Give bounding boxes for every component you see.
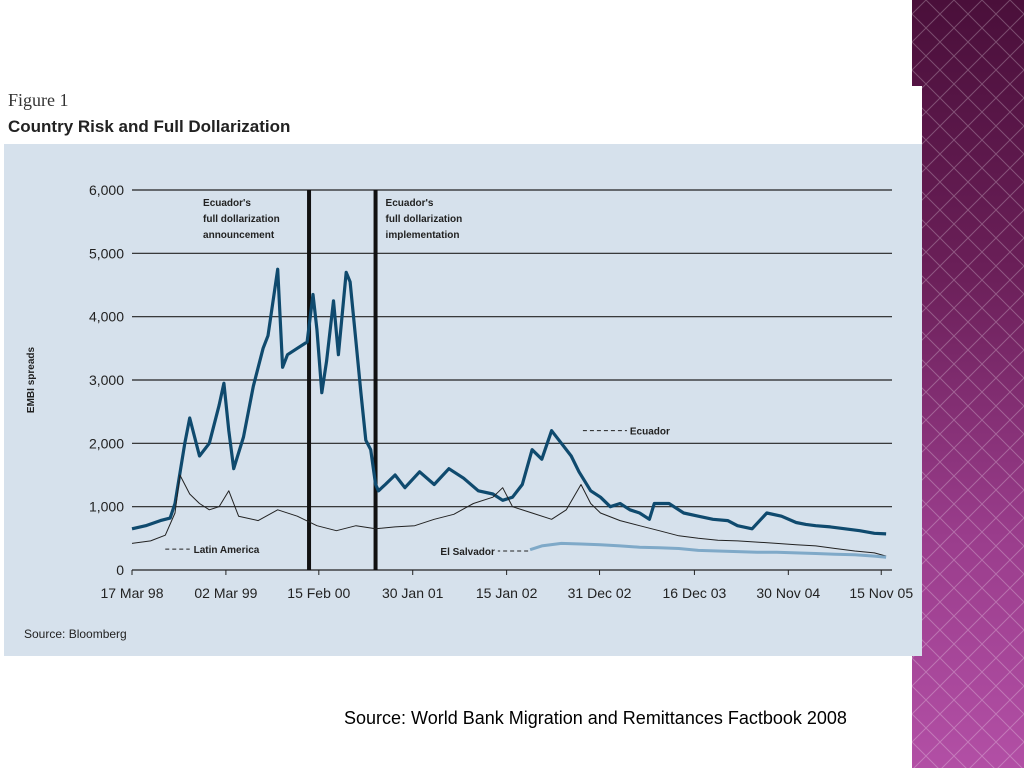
- event-annotation: announcement: [203, 230, 275, 241]
- y-tick-label: 0: [116, 562, 124, 578]
- x-tick-label: 15 Nov 05: [849, 585, 913, 601]
- series-line-ecuador: [131, 267, 887, 536]
- chart-panel: 0 1,000 2,000 3,000 4,000 5,000 6,000 17 Mar 98…: [4, 144, 922, 656]
- x-tick-label: 15 Jan 02: [476, 585, 538, 601]
- y-axis-label: EMBI spreads: [26, 346, 37, 413]
- x-tick-label: 30 Jan 01: [382, 585, 444, 601]
- line-chart: 0 1,000 2,000 3,000 4,000 5,000 6,000 17 Mar 98…: [26, 182, 913, 601]
- x-tick-label: 15 Feb 00: [287, 585, 350, 601]
- y-tick-label: 2,000: [89, 435, 124, 451]
- series-line-el-salvador: [529, 541, 887, 559]
- figure-label: Figure 1: [8, 90, 69, 110]
- y-tick-label: 5,000: [89, 245, 124, 261]
- event-annotation: Ecuador's: [386, 198, 434, 209]
- y-tick-label: 1,000: [89, 499, 124, 515]
- y-tick-label: 6,000: [89, 182, 124, 198]
- x-tick-label: 16 Dec 03: [663, 585, 727, 601]
- event-annotation: full dollarization: [203, 214, 280, 225]
- series-label: Ecuador: [630, 427, 670, 438]
- decorative-side-panel: [912, 0, 1024, 768]
- event-annotation: full dollarization: [386, 214, 463, 225]
- series-label: El Salvador: [440, 547, 495, 558]
- figure-title: Country Risk and Full Dollarization: [8, 117, 291, 136]
- y-tick-label: 4,000: [89, 309, 124, 325]
- x-tick-label: 30 Nov 04: [756, 585, 820, 601]
- x-tick-label: 17 Mar 98: [100, 585, 163, 601]
- chart-source-note: Source: Bloomberg: [24, 627, 127, 641]
- event-annotation: implementation: [386, 230, 460, 241]
- series-line-latin-america: [131, 474, 887, 557]
- event-annotation: Ecuador's: [203, 198, 251, 209]
- diamond-pattern: [912, 0, 1024, 768]
- y-tick-label: 3,000: [89, 372, 124, 388]
- slide-source-caption: Source: World Bank Migration and Remitta…: [344, 708, 847, 728]
- x-tick-label: 02 Mar 99: [194, 585, 257, 601]
- series-label: Latin America: [194, 545, 260, 556]
- figure-header: [0, 86, 922, 144]
- x-tick-label: 31 Dec 02: [568, 585, 632, 601]
